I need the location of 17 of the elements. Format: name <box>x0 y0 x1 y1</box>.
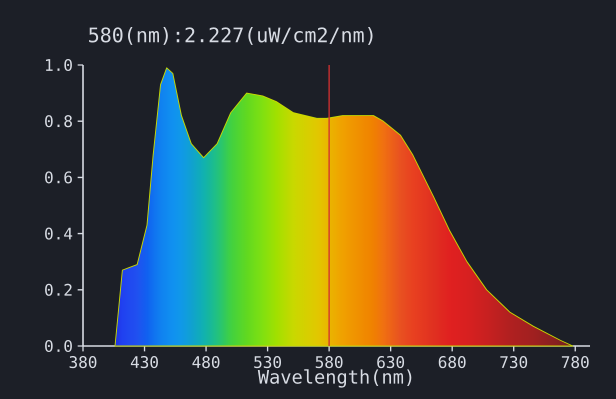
x-tick-label: 730 <box>500 356 528 368</box>
x-tick-label: 530 <box>254 356 282 368</box>
y-tick-label: 1.0 <box>46 58 72 72</box>
x-tick-label: 430 <box>130 356 158 368</box>
y-tick-label: 0.8 <box>45 115 72 128</box>
x-tick-label: 380 <box>70 356 96 368</box>
x-tick-label: 680 <box>438 356 466 368</box>
y-tick-label: 0.6 <box>45 171 72 184</box>
x-tick-label: 580 <box>316 356 343 368</box>
y-tick-label: 0.4 <box>45 228 72 240</box>
x-tick-label: 630 <box>377 356 404 368</box>
y-tick-label: 0.0 <box>45 340 72 352</box>
y-tick-label: 0.2 <box>45 284 72 296</box>
chart-title: 580(nm):2.227(uW/cm2/nm) <box>89 27 373 45</box>
x-axis-title: Wavelength(nm) <box>258 369 412 388</box>
x-tick-label: 780 <box>562 356 589 368</box>
x-tick-label: 480 <box>192 356 220 368</box>
